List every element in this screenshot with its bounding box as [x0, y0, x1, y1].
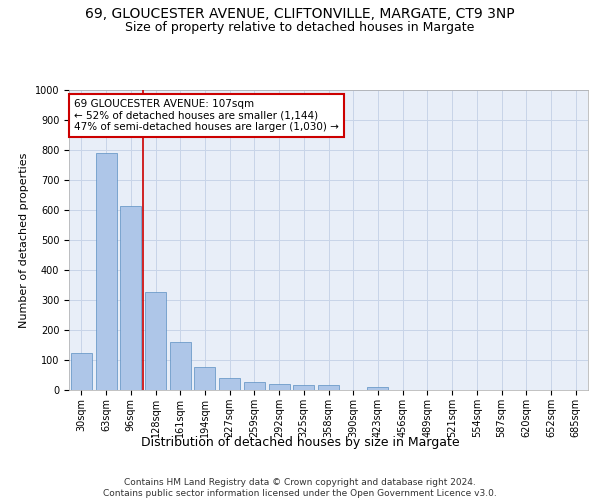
Bar — [95, 153, 116, 390]
Y-axis label: Number of detached properties: Number of detached properties — [19, 152, 29, 328]
Text: Distribution of detached houses by size in Margate: Distribution of detached houses by size … — [140, 436, 460, 449]
Bar — [145, 292, 166, 390]
Text: Contains HM Land Registry data © Crown copyright and database right 2024.
Contai: Contains HM Land Registry data © Crown c… — [103, 478, 497, 498]
Bar — [120, 206, 141, 390]
Bar — [170, 342, 191, 390]
Bar — [244, 382, 265, 390]
Bar — [219, 378, 240, 390]
Bar — [269, 384, 290, 390]
Text: Size of property relative to detached houses in Margate: Size of property relative to detached ho… — [125, 21, 475, 34]
Bar — [293, 385, 314, 390]
Bar — [71, 352, 92, 390]
Bar — [318, 385, 339, 390]
Text: 69 GLOUCESTER AVENUE: 107sqm
← 52% of detached houses are smaller (1,144)
47% of: 69 GLOUCESTER AVENUE: 107sqm ← 52% of de… — [74, 99, 339, 132]
Bar — [194, 367, 215, 390]
Text: 69, GLOUCESTER AVENUE, CLIFTONVILLE, MARGATE, CT9 3NP: 69, GLOUCESTER AVENUE, CLIFTONVILLE, MAR… — [85, 8, 515, 22]
Bar — [367, 387, 388, 390]
